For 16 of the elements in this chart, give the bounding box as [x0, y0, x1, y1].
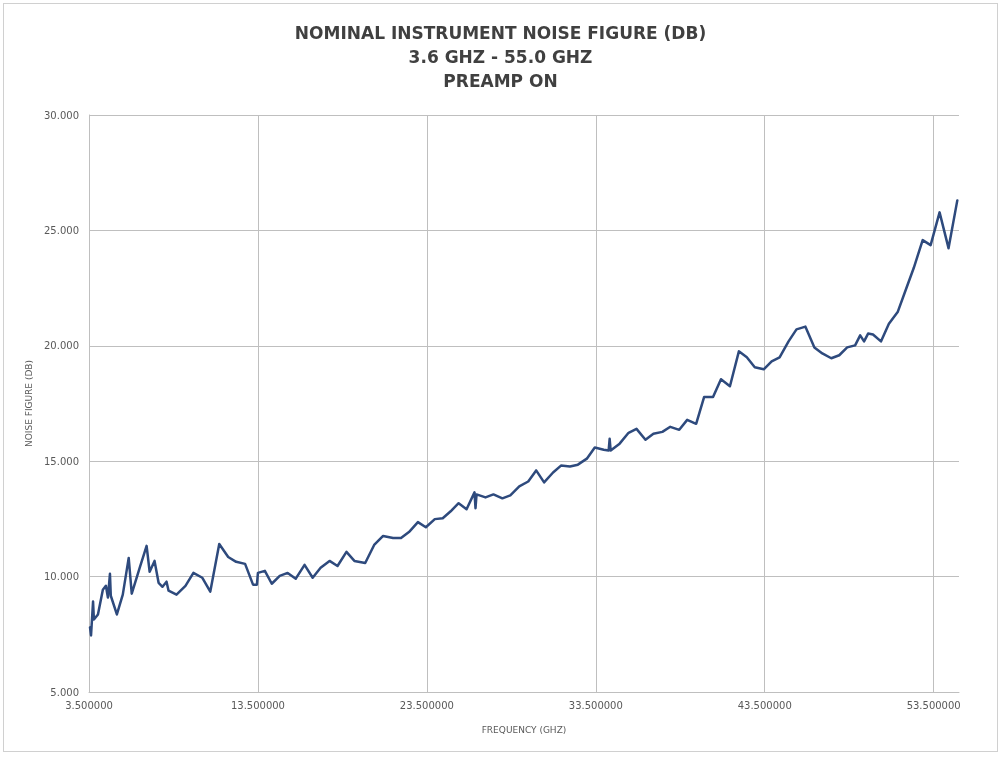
chart-title: NOMINAL INSTRUMENT NOISE FIGURE (DB) 3.6 GHZ - 55.0 GHZ PREAMP ON: [294, 23, 707, 91]
y-tick-label: 10.000: [44, 571, 79, 583]
y-tick-label: 5.000: [50, 686, 79, 698]
y-axis-title: NOISE FIGURE (DB): [23, 359, 34, 448]
y-tick-label: 30.000: [44, 109, 79, 121]
x-tick-label: 23.500000: [399, 699, 454, 711]
x-tick-label: 43.500000: [737, 699, 792, 711]
y-tick-label: 20.000: [44, 340, 79, 352]
x-tick-label: 53.500000: [906, 699, 961, 711]
x-tick-label: 3.500000: [65, 699, 113, 711]
y-tick-label: 25.000: [44, 224, 79, 236]
y-tick-label: 15.000: [44, 455, 79, 467]
x-tick-label: 13.500000: [230, 699, 285, 711]
x-axis-title: FREQUENCY (GHZ): [481, 724, 567, 735]
line-series: [88, 199, 959, 637]
x-tick-label: 33.500000: [568, 699, 623, 711]
